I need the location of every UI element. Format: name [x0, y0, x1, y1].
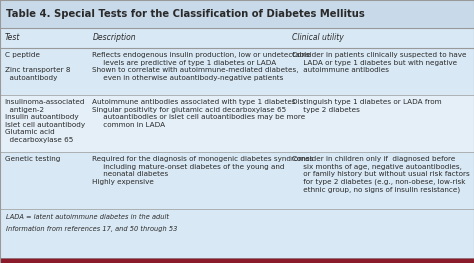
Bar [0, 95, 474, 152]
Text: Test: Test [5, 33, 20, 43]
Text: Required for the diagnosis of monogenic diabetes syndromes
     including mature: Required for the diagnosis of monogenic … [92, 156, 314, 185]
Text: Genetic testing: Genetic testing [5, 156, 60, 162]
Text: LADA = latent autoimmune diabetes in the adult: LADA = latent autoimmune diabetes in the… [6, 214, 169, 220]
Text: C peptide

Zinc transporter 8
  autoantibody: C peptide Zinc transporter 8 autoantibod… [5, 52, 70, 80]
Text: Autoimmune antibodies associated with type 1 diabetes
Singular positivity for gl: Autoimmune antibodies associated with ty… [92, 99, 306, 128]
Text: Reflects endogenous insulin production, low or undetectable
     levels are pred: Reflects endogenous insulin production, … [92, 52, 311, 80]
Text: Description: Description [92, 33, 136, 43]
Text: Insulinoma-associated
  antigen-2
Insulin autoantibody
Islet cell autoantibody
G: Insulinoma-associated antigen-2 Insulin … [5, 99, 85, 143]
Text: Consider in patients clinically suspected to have
     LADA or type 1 diabetes b: Consider in patients clinically suspecte… [292, 52, 466, 73]
Bar [0, 0, 474, 28]
Text: Table 4. Special Tests for the Classification of Diabetes Mellitus: Table 4. Special Tests for the Classific… [6, 9, 365, 19]
Bar [0, 257, 474, 263]
Bar [0, 152, 474, 209]
Text: Clinical utility: Clinical utility [292, 33, 343, 43]
Text: Consider in children only if  diagnosed before
     six months of age, negative : Consider in children only if diagnosed b… [292, 156, 469, 193]
Bar [0, 28, 474, 48]
Text: Information from references 17, and 50 through 53: Information from references 17, and 50 t… [6, 225, 177, 232]
Text: Distinguish type 1 diabetes or LADA from
     type 2 diabetes: Distinguish type 1 diabetes or LADA from… [292, 99, 441, 113]
Bar [0, 48, 474, 95]
Bar [0, 209, 474, 263]
